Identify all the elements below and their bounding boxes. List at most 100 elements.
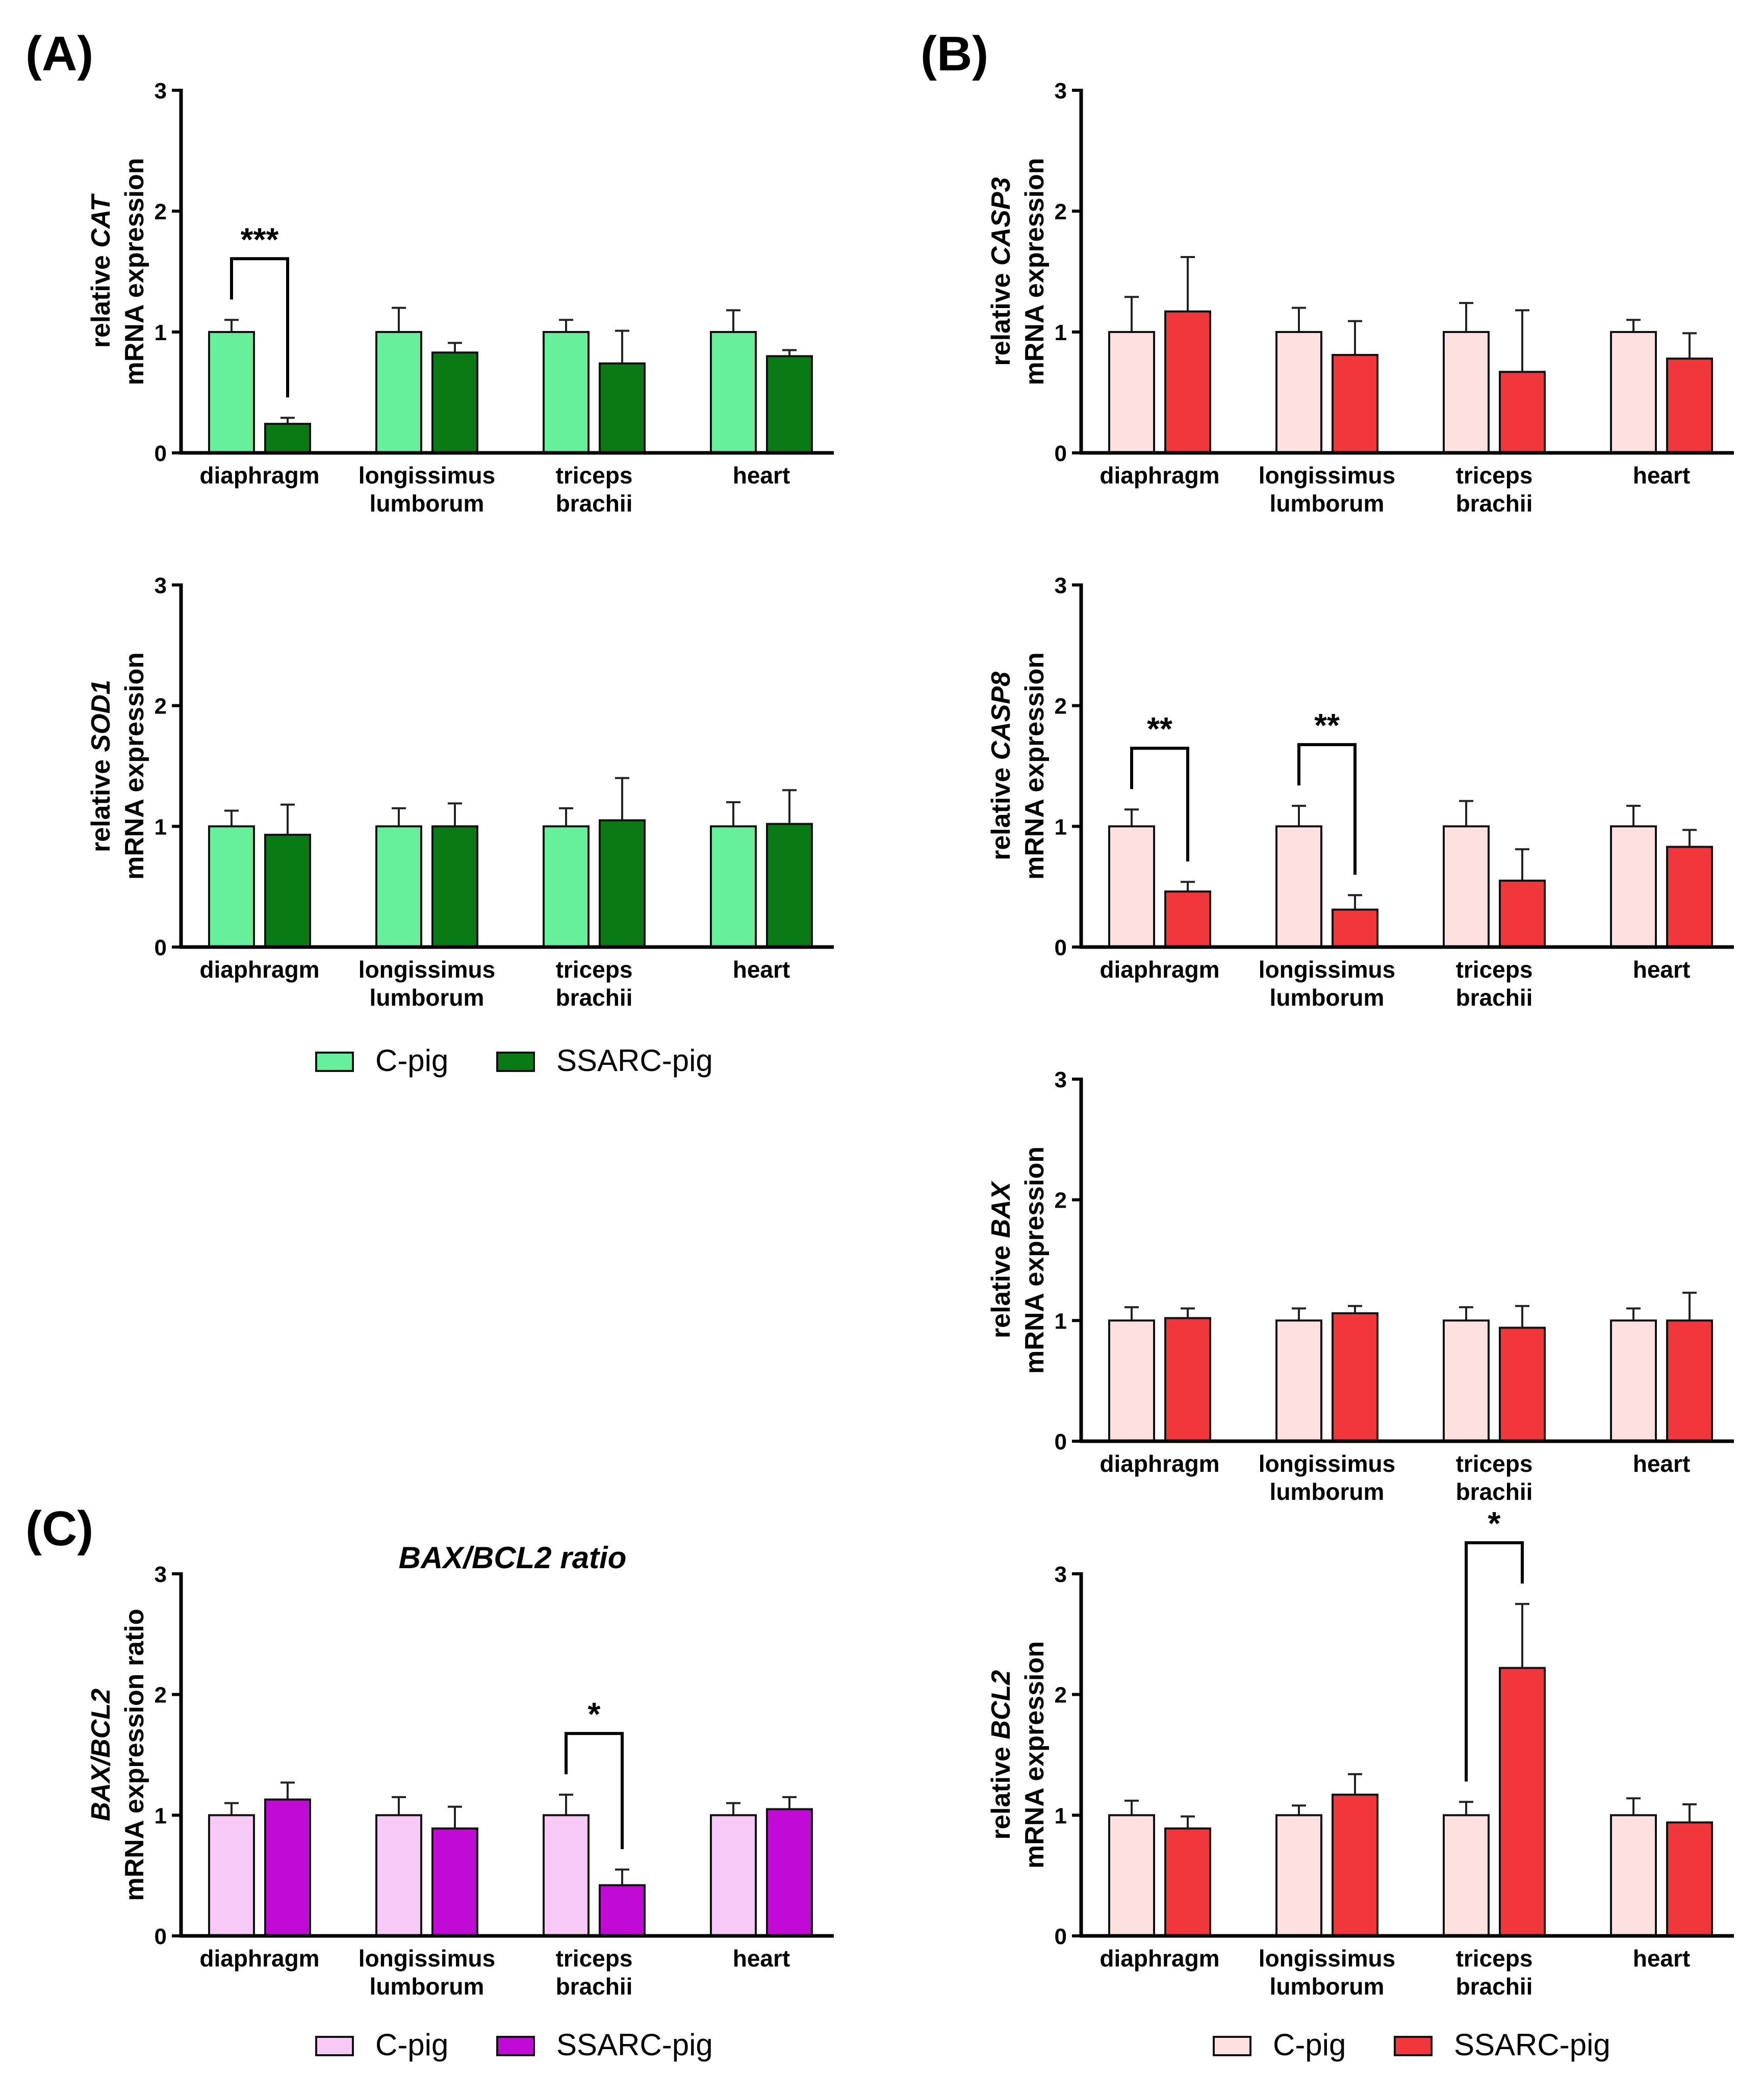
bar-c-pig: [208, 825, 255, 949]
y-tick-label: 0: [155, 441, 167, 466]
bar-ssarc-pig: [1666, 1821, 1713, 1937]
bar-ssarc-pig: [264, 833, 311, 949]
y-tick-label: 1: [155, 814, 167, 839]
panel-label-a: (A): [25, 27, 93, 81]
y-tick-label: 2: [1055, 1188, 1067, 1213]
chart-casp8-expression: 0 1 2 3 relative CASP8 mRNA expression diaphra…: [986, 573, 1734, 1011]
legend-swatch: [315, 1052, 354, 1072]
legend-swatch: [315, 2036, 354, 2056]
x-tick-label: longissimus: [1259, 1945, 1395, 1972]
y-axis-label: mRNA expression: [120, 652, 149, 880]
bar-ssarc-pig: [431, 825, 478, 949]
bar-c-pig: [543, 1814, 590, 1937]
x-tick-label: brachii: [1456, 1973, 1533, 2000]
bar-c-pig: [1610, 331, 1657, 454]
y-axis-label: relative BAX: [986, 1181, 1016, 1339]
x-tick-label: triceps: [1456, 956, 1533, 983]
y-tick-label: 1: [1055, 1803, 1067, 1828]
significance-label: ***: [241, 221, 279, 258]
bar-ssarc-pig: [264, 1798, 311, 1937]
bar-ssarc-pig: [1164, 1317, 1211, 1443]
y-tick-label: 3: [1055, 1067, 1067, 1092]
x-tick-label: brachii: [1456, 1478, 1533, 1505]
x-tick-label: lumborum: [370, 984, 484, 1011]
legend-label: SSARC-pig: [1454, 2028, 1610, 2062]
significance-label: *: [588, 1696, 601, 1732]
bar-c-pig: [1610, 1814, 1657, 1937]
bar-c-pig: [1610, 1319, 1657, 1442]
y-tick-label: 2: [155, 199, 167, 224]
bar-ssarc-pig: [1499, 371, 1546, 454]
chart-sod1-expression: 0 1 2 3 relative SOD1 mRNA expression diaphrag…: [86, 573, 834, 1011]
bar-ssarc-pig: [1499, 879, 1546, 949]
bar-ssarc-pig: [599, 1884, 646, 1937]
y-tick-label: 1: [1055, 814, 1067, 839]
x-tick-label: longissimus: [359, 956, 495, 983]
y-tick-label: 2: [1055, 199, 1067, 224]
x-tick-label: brachii: [1456, 984, 1533, 1011]
legend-panel-b: C-pig SSARC-pig: [1213, 2028, 1610, 2062]
chart-cat-expression: 0 1 2 3 relative CAT mRNA expression diaphragm…: [86, 79, 834, 517]
legend-panel-a: C-pig SSARC-pig: [315, 1043, 713, 1078]
y-tick-label: 2: [1055, 1683, 1067, 1708]
x-tick-label: lumborum: [370, 1973, 484, 2000]
bar-ssarc-pig: [599, 819, 646, 948]
y-tick-label: 2: [155, 1683, 167, 1708]
x-tick-label: diaphragm: [1100, 1450, 1219, 1477]
chart-casp3-expression: 0 1 2 3 relative CASP3 mRNA expression diaphra…: [986, 79, 1734, 517]
bar-ssarc-pig: [264, 423, 311, 454]
bar-c-pig: [543, 825, 590, 949]
bar-ssarc-pig: [599, 362, 646, 454]
bar-ssarc-pig: [1332, 1794, 1378, 1937]
bar-c-pig: [1275, 825, 1322, 949]
bar-ssarc-pig: [1499, 1667, 1546, 1937]
bar-ssarc-pig: [1332, 1312, 1378, 1442]
significance-label: *: [1488, 1505, 1501, 1542]
x-tick-label: lumborum: [1270, 984, 1385, 1011]
x-tick-label: diaphragm: [199, 462, 319, 489]
y-tick-label: 2: [1055, 694, 1067, 719]
x-tick-label: lumborum: [1270, 490, 1385, 517]
bar-c-pig: [1443, 1814, 1490, 1937]
y-axis-label: mRNA expression: [120, 158, 149, 386]
y-tick-label: 3: [1055, 573, 1067, 598]
y-axis-label: mRNA expression: [1020, 1146, 1050, 1374]
x-tick-label: triceps: [1456, 1450, 1533, 1477]
y-tick-label: 0: [155, 935, 167, 960]
bar-c-pig: [1443, 825, 1490, 949]
significance-bracket: [1297, 743, 1357, 875]
legend-swatch: [496, 1052, 535, 1072]
bar-ssarc-pig: [1164, 890, 1211, 948]
x-tick-label: triceps: [556, 956, 633, 983]
bar-ssarc-pig: [1332, 908, 1378, 948]
y-axis-label: mRNA expression: [1020, 1641, 1050, 1869]
y-axis-label: relative CAT: [86, 193, 116, 348]
bar-c-pig: [208, 331, 255, 454]
chart-bcl2-expression: 0 1 2 3 relative BCL2 mRNA expression diaphrag…: [986, 1505, 1734, 2000]
y-tick-label: 1: [1055, 1309, 1067, 1334]
x-tick-label: heart: [733, 1945, 790, 1972]
x-tick-label: lumborum: [1270, 1973, 1385, 2000]
x-tick-label: brachii: [556, 1973, 633, 2000]
x-tick-label: longissimus: [1259, 956, 1395, 983]
x-tick-label: lumborum: [1270, 1478, 1385, 1505]
bar-c-pig: [1275, 331, 1322, 454]
bar-ssarc-pig: [1332, 354, 1378, 454]
legend-swatch: [1394, 2036, 1433, 2056]
legend-label: C-pig: [1273, 2028, 1346, 2062]
x-tick-label: brachii: [1456, 490, 1533, 517]
bar-c-pig: [1610, 825, 1657, 949]
x-tick-label: heart: [1633, 1450, 1690, 1477]
legend-panel-c: C-pig SSARC-pig: [315, 2028, 713, 2062]
bar-c-pig: [1275, 1814, 1322, 1937]
x-tick-label: heart: [733, 462, 790, 489]
bar-c-pig: [710, 1814, 757, 1937]
x-tick-label: diaphragm: [1100, 462, 1219, 489]
bar-ssarc-pig: [766, 355, 813, 454]
bar-c-pig: [375, 331, 422, 454]
y-axis-label: relative CASP3: [986, 177, 1016, 366]
y-axis-label: relative SOD1: [86, 680, 116, 852]
bar-c-pig: [375, 1814, 422, 1937]
bar-ssarc-pig: [1499, 1326, 1546, 1443]
significance-bracket: [1130, 747, 1189, 862]
